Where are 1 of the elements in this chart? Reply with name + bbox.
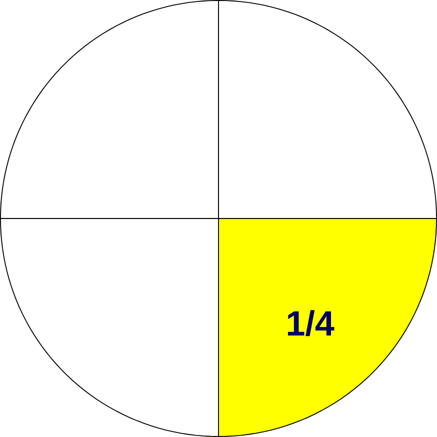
text: 1/4 [288, 310, 334, 336]
